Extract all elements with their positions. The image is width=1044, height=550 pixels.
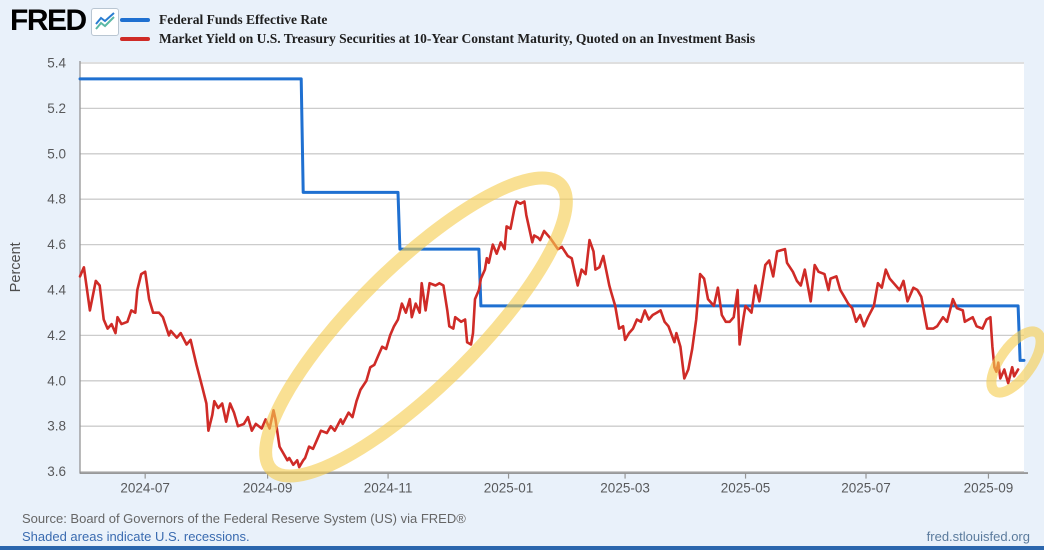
fred-logo-chart-icon xyxy=(90,8,119,36)
x-tick-label: 2024-07 xyxy=(120,481,170,496)
y-tick-label: 3.6 xyxy=(47,464,66,479)
y-tick-label: 4.6 xyxy=(47,237,66,252)
plot-background xyxy=(80,62,1024,473)
legend-swatch-treasury10y xyxy=(120,36,150,41)
x-tick-label: 2024-09 xyxy=(243,481,293,496)
header: FRED xyxy=(10,4,119,38)
y-tick-label: 5.2 xyxy=(47,101,66,116)
recessions-link[interactable]: Shaded areas indicate U.S. recessions. xyxy=(22,529,250,544)
y-tick-label: 4.0 xyxy=(47,373,66,388)
x-tick-label: 2025-09 xyxy=(964,481,1014,496)
legend-item-fedfunds: Federal Funds Effective Rate xyxy=(120,10,755,29)
x-tick-label: 2025-01 xyxy=(484,481,534,496)
y-tick-label: 4.8 xyxy=(47,192,66,207)
y-tick-label: 5.0 xyxy=(47,146,66,161)
x-tick-label: 2024-11 xyxy=(364,481,413,496)
legend-swatch-fedfunds xyxy=(120,17,150,22)
x-tick-label: 2025-03 xyxy=(600,481,650,496)
highlight-ellipse-small xyxy=(986,326,1044,398)
source-note: Source: Board of Governors of the Federa… xyxy=(22,511,466,526)
legend-label-fedfunds: Federal Funds Effective Rate xyxy=(159,11,328,27)
legend: Federal Funds Effective Rate Market Yiel… xyxy=(120,10,755,48)
site-link[interactable]: fred.stlouisfed.org xyxy=(926,529,1030,544)
legend-item-treasury10y: Market Yield on U.S. Treasury Securities… xyxy=(120,29,755,48)
y-tick-label: 5.4 xyxy=(47,56,66,71)
bottom-accent-bar xyxy=(0,546,1044,550)
y-tick-label: 4.2 xyxy=(47,328,66,343)
x-tick-label: 2025-05 xyxy=(721,481,771,496)
y-tick-label: 4.4 xyxy=(47,283,66,298)
y-axis-title: Percent xyxy=(8,242,24,292)
fred-logo[interactable]: FRED xyxy=(10,4,87,37)
x-tick-label: 2025-07 xyxy=(841,481,891,496)
highlight-ellipse-large xyxy=(259,171,573,483)
legend-label-treasury10y: Market Yield on U.S. Treasury Securities… xyxy=(159,30,756,46)
y-tick-label: 3.8 xyxy=(47,419,66,434)
treasury-10y-line[interactable] xyxy=(78,200,1020,469)
